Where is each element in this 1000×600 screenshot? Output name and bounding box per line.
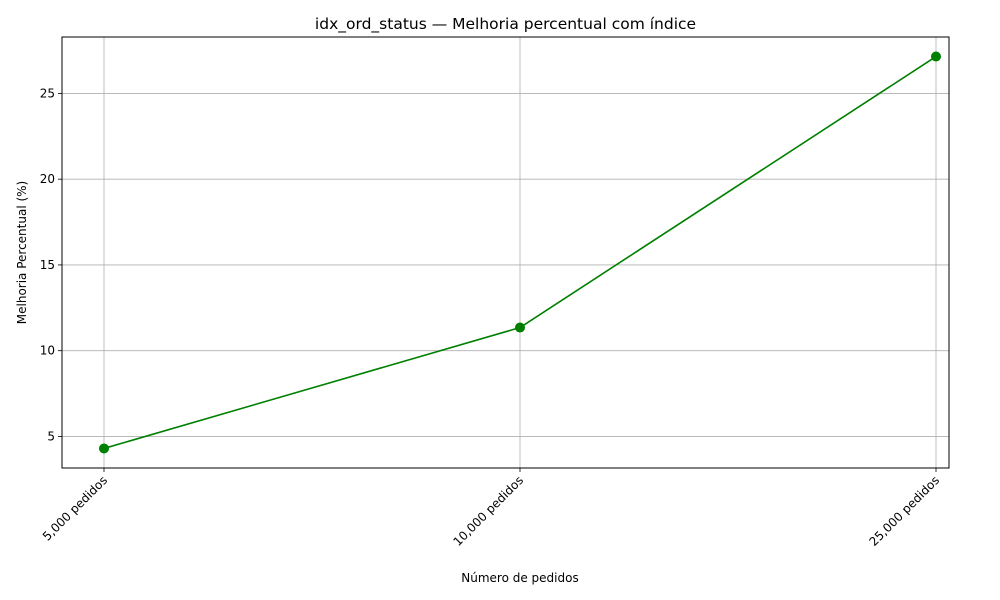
y-tick-label: 10 bbox=[40, 344, 55, 358]
y-axis-title: Melhoria Percentual (%) bbox=[15, 181, 29, 324]
chart-title: idx_ord_status — Melhoria percentual com… bbox=[315, 15, 696, 34]
data-point-marker bbox=[99, 443, 109, 454]
y-tick-label: 20 bbox=[40, 172, 55, 186]
x-axis-title: Número de pedidos bbox=[461, 571, 578, 585]
x-tick-label: 5,000 pedidos bbox=[40, 473, 110, 543]
x-axis-ticks: 5,000 pedidos 10,000 pedidos 25,000 pedido… bbox=[40, 468, 942, 549]
y-tick-label: 15 bbox=[40, 258, 55, 272]
y-axis-ticks: 5 10 15 20 25 bbox=[40, 86, 62, 443]
y-tick-label: 5 bbox=[47, 429, 55, 443]
x-tick-label: 25,000 pedidos bbox=[866, 473, 942, 549]
data-point-marker bbox=[515, 322, 525, 333]
y-tick-label: 25 bbox=[40, 86, 55, 100]
series-layer bbox=[99, 51, 941, 454]
x-tick-label: 10,000 pedidos bbox=[450, 473, 526, 549]
grid-lines bbox=[62, 37, 949, 468]
plot-frame bbox=[61, 36, 950, 469]
data-point-marker bbox=[931, 51, 941, 62]
